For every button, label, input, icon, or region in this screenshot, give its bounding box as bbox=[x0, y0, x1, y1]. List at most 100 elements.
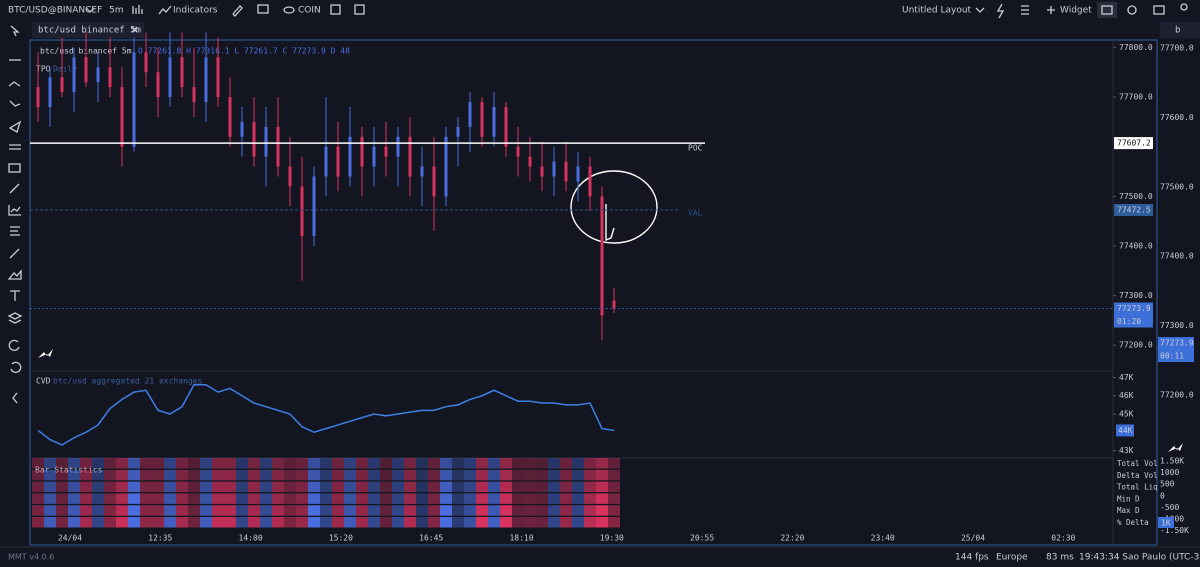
bar-stats-cell bbox=[32, 469, 44, 481]
draw-icon[interactable] bbox=[232, 5, 243, 17]
side-tab-bg[interactable] bbox=[1160, 22, 1200, 38]
plus-icon[interactable] bbox=[1047, 6, 1055, 14]
bar-stats-cell bbox=[608, 469, 620, 481]
candle-body bbox=[204, 57, 208, 103]
bar-stats-cell bbox=[104, 517, 116, 528]
bar-stats-cell bbox=[380, 458, 392, 469]
bar-stats-cell bbox=[452, 517, 464, 528]
rect-tool[interactable] bbox=[8, 163, 21, 173]
interval[interactable]: 5m bbox=[109, 6, 124, 16]
camera-icon[interactable] bbox=[1101, 5, 1113, 15]
side-price-label: 77400.0 bbox=[1160, 252, 1194, 261]
redo-tool[interactable] bbox=[10, 361, 22, 373]
ruler-tool[interactable] bbox=[9, 248, 20, 259]
symbol[interactable]: BTC/USD@BINANCEF bbox=[8, 6, 102, 16]
screenshot-icon[interactable] bbox=[354, 4, 365, 15]
tab-bg[interactable] bbox=[32, 22, 144, 38]
bar-stats-cell bbox=[236, 481, 248, 493]
side-tab[interactable]: b bbox=[1175, 26, 1180, 36]
bar-stats-cell bbox=[584, 505, 596, 516]
bar-stats-cell bbox=[488, 493, 500, 504]
bar-stats-row-label: % Delta bbox=[1117, 518, 1149, 527]
bar-stats-cell bbox=[536, 481, 548, 493]
settings-icon[interactable] bbox=[1127, 5, 1137, 15]
bar-stats-cell bbox=[524, 505, 536, 516]
bar-stats-cell bbox=[152, 517, 164, 528]
bar-stats-cell bbox=[152, 481, 164, 493]
bar-stats-cell bbox=[584, 469, 596, 481]
layout-name[interactable]: Untitled Layout bbox=[902, 6, 972, 16]
path-tool[interactable] bbox=[8, 81, 21, 87]
bar-stats-cell bbox=[236, 517, 248, 528]
folder-icon[interactable] bbox=[257, 4, 269, 14]
fullscreen-icon[interactable] bbox=[330, 4, 341, 15]
bar-stats-cell bbox=[140, 458, 152, 469]
bar-stats-cell bbox=[500, 517, 512, 528]
brush-tool[interactable] bbox=[9, 183, 20, 194]
tab-title[interactable]: btc/usd binancef 5m bbox=[38, 26, 141, 36]
coin-icon[interactable] bbox=[283, 6, 295, 14]
bar-stats-cell bbox=[248, 505, 260, 516]
bar-stats-cell bbox=[164, 469, 176, 481]
bot-icon[interactable] bbox=[1153, 5, 1165, 15]
x-tick-label: 15:20 bbox=[329, 534, 353, 543]
bar-stats-cell bbox=[380, 505, 392, 516]
layers-tool[interactable] bbox=[7, 312, 23, 324]
indicators-button[interactable]: Indicators bbox=[173, 6, 218, 16]
bar-stats-cell bbox=[560, 481, 572, 493]
y-tick-label: 77800.0 bbox=[1119, 43, 1153, 52]
area-tool[interactable] bbox=[7, 269, 22, 280]
cursor-tool[interactable] bbox=[10, 25, 20, 37]
tab-close[interactable] bbox=[131, 26, 138, 33]
bar-stats-cell bbox=[80, 517, 92, 528]
bar-stats-cell bbox=[440, 493, 452, 504]
undo-tool[interactable] bbox=[8, 339, 20, 351]
bar-stats-cell bbox=[56, 481, 68, 493]
text-list-tool[interactable] bbox=[10, 226, 20, 236]
bar-stats-cell bbox=[260, 469, 272, 481]
parallel-tool[interactable] bbox=[9, 144, 21, 150]
bar-stats-cell bbox=[440, 469, 452, 481]
region[interactable]: Europe bbox=[996, 553, 1028, 563]
bar-stats-cell bbox=[224, 458, 236, 469]
bar-stats-cell bbox=[236, 493, 248, 504]
hand-drawn-mark bbox=[605, 204, 615, 242]
dropdown-icon[interactable] bbox=[85, 7, 95, 13]
arrow-tool[interactable] bbox=[8, 120, 22, 133]
bar-stats-cell bbox=[56, 505, 68, 516]
bar-stats-cell bbox=[536, 469, 548, 481]
side-price-label: 77200.0 bbox=[1160, 391, 1194, 400]
node-tool[interactable] bbox=[9, 100, 21, 107]
widget-button[interactable]: Widget bbox=[1060, 6, 1092, 16]
bar-stats-cell bbox=[92, 493, 104, 504]
bar-stats-cell bbox=[368, 481, 380, 493]
x-tick-label: 02:30 bbox=[1051, 534, 1075, 543]
dropdown-icon[interactable] bbox=[975, 7, 985, 13]
poc-label: POC bbox=[688, 144, 703, 153]
collapse-tool[interactable] bbox=[12, 392, 18, 404]
user-icon[interactable] bbox=[1180, 3, 1188, 11]
bar-stats-cell bbox=[584, 481, 596, 493]
list-icon[interactable] bbox=[1021, 5, 1029, 15]
bar-stats-cell bbox=[536, 505, 548, 516]
bar-stats-cell bbox=[500, 481, 512, 493]
bar-stats-cell bbox=[200, 458, 212, 469]
toolbar: BTC/USD@BINANCEF 5m Indicators COIN Unti… bbox=[0, 0, 1200, 20]
chart-type-icon[interactable] bbox=[132, 5, 143, 14]
camera-bg[interactable] bbox=[1097, 2, 1117, 18]
chart-tool[interactable] bbox=[8, 205, 21, 216]
bar-stats-cell bbox=[488, 469, 500, 481]
bar-stats-cell bbox=[152, 505, 164, 516]
candle-body bbox=[168, 57, 172, 98]
bar-stats-cell bbox=[176, 505, 188, 516]
bar-stats-cell bbox=[356, 481, 368, 493]
indicators-icon[interactable] bbox=[158, 5, 172, 15]
alerts-icon[interactable] bbox=[996, 3, 1005, 19]
coin-button[interactable]: COIN bbox=[298, 6, 321, 16]
bar-stats-cell bbox=[572, 458, 584, 469]
text-tool[interactable] bbox=[10, 290, 20, 301]
bar-stats-cell bbox=[308, 517, 320, 528]
candle-body bbox=[312, 176, 316, 237]
bar-stats-cell bbox=[428, 469, 440, 481]
